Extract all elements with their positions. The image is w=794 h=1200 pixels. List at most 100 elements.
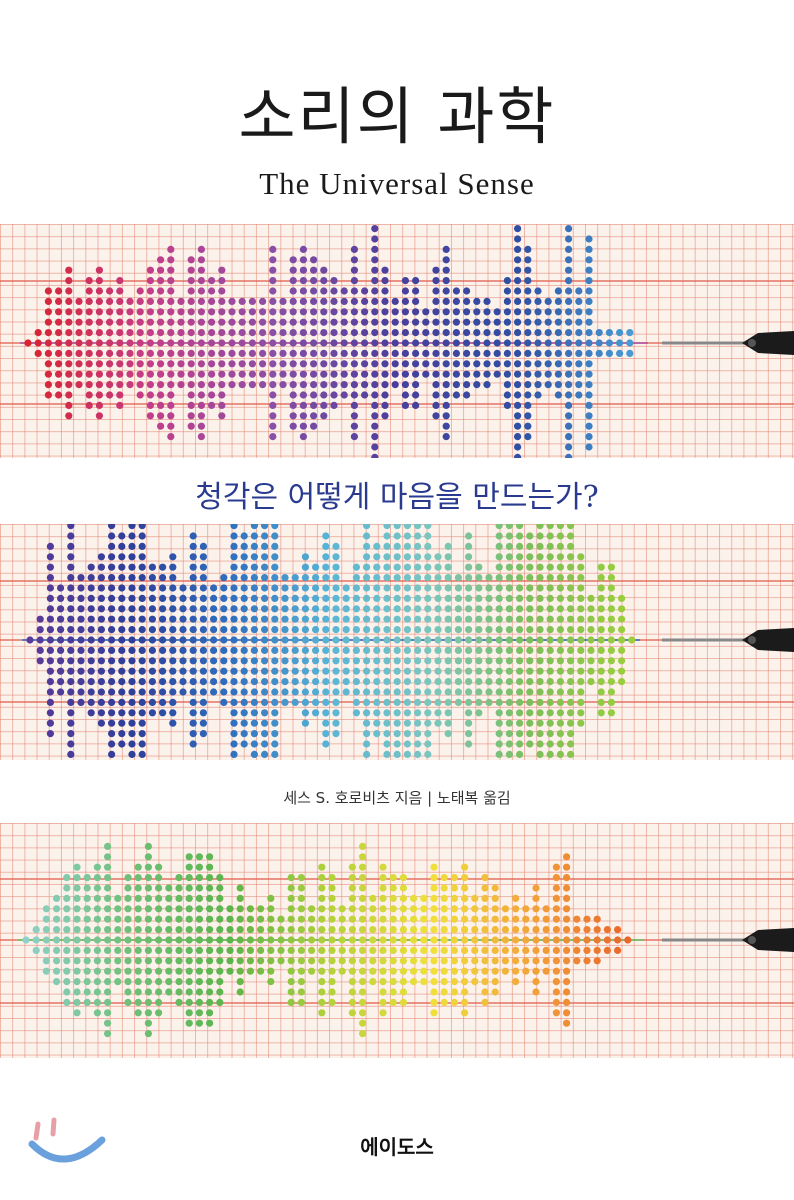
waveform-dot xyxy=(206,1009,214,1017)
waveform-dot xyxy=(301,698,309,706)
waveform-dot xyxy=(46,584,55,592)
waveform-dot xyxy=(452,287,460,295)
waveform-dot xyxy=(65,287,73,295)
waveform-dot xyxy=(197,256,205,264)
waveform-dot xyxy=(144,853,152,861)
waveform-dot xyxy=(454,605,462,613)
waveform-dot xyxy=(248,349,256,357)
waveform-dot xyxy=(503,360,511,368)
waveform-dot xyxy=(93,978,101,986)
waveform-dot xyxy=(261,636,269,644)
waveform-dot xyxy=(483,339,491,347)
waveform-dot xyxy=(261,719,269,727)
waveform-dot xyxy=(514,412,522,420)
waveform-dot xyxy=(83,988,91,996)
waveform-dot xyxy=(93,967,101,975)
waveform-dot xyxy=(83,998,91,1006)
waveform-dot xyxy=(565,381,573,389)
waveform-dot xyxy=(485,646,493,654)
waveform-dot xyxy=(485,594,493,602)
waveform-dot xyxy=(473,360,481,368)
waveform-dot xyxy=(389,988,397,996)
waveform-dot xyxy=(240,553,248,561)
waveform-dot xyxy=(369,894,377,902)
waveform-dot xyxy=(373,646,381,654)
waveform-dot xyxy=(104,1030,112,1038)
waveform-dot xyxy=(146,391,154,399)
waveform-dot xyxy=(546,657,554,665)
waveform-dot xyxy=(261,657,269,665)
waveform-dot xyxy=(399,926,407,934)
waveform-dot xyxy=(167,329,175,337)
waveform-dot xyxy=(503,391,511,399)
waveform-dot xyxy=(138,740,146,748)
waveform-dot xyxy=(185,957,193,965)
waveform-dot xyxy=(187,349,195,357)
waveform-dot xyxy=(546,626,554,634)
waveform-dot xyxy=(450,926,458,934)
waveform-dot xyxy=(104,1009,112,1017)
waveform-dot xyxy=(271,594,279,602)
waveform-dot xyxy=(199,574,207,582)
waveform-dot xyxy=(138,709,146,717)
waveform-dot xyxy=(279,308,287,316)
waveform-dot xyxy=(575,360,583,368)
waveform-dot xyxy=(138,542,146,550)
waveform-dot xyxy=(495,719,503,727)
waveform-dot xyxy=(259,308,267,316)
waveform-dot xyxy=(514,277,522,285)
waveform-dot xyxy=(199,646,207,654)
waveform-dot xyxy=(322,594,330,602)
waveform-dot xyxy=(218,412,226,420)
waveform-dot xyxy=(167,256,175,264)
waveform-dot xyxy=(189,667,197,675)
waveform-dot xyxy=(401,287,409,295)
waveform-dot xyxy=(597,605,605,613)
waveform-dot xyxy=(281,584,289,592)
waveform-dot xyxy=(97,584,105,592)
waveform-dot xyxy=(148,698,156,706)
waveform-dot xyxy=(159,574,167,582)
waveform-dot xyxy=(185,998,193,1006)
waveform-dot xyxy=(414,698,422,706)
waveform-dot xyxy=(505,615,513,623)
waveform-dot xyxy=(67,730,75,738)
waveform-dot xyxy=(108,636,116,644)
waveform-dot xyxy=(412,349,420,357)
waveform-dot xyxy=(412,287,420,295)
waveform-dot xyxy=(312,667,320,675)
waveform-dot xyxy=(322,667,330,675)
waveform-dot xyxy=(534,391,542,399)
waveform-dot xyxy=(34,329,42,337)
waveform-dot xyxy=(44,308,53,316)
waveform-dot xyxy=(414,584,422,592)
waveform-dot xyxy=(432,318,440,326)
waveform-dot xyxy=(552,884,561,892)
waveform-dot xyxy=(93,936,101,944)
waveform-dot xyxy=(67,584,75,592)
waveform-dot xyxy=(199,657,207,665)
waveform-dot xyxy=(532,978,540,986)
waveform-dot xyxy=(108,730,116,738)
waveform-dot xyxy=(216,946,224,954)
waveform-dot xyxy=(93,1009,101,1017)
waveform-dot xyxy=(167,391,175,399)
smiley-face-icon xyxy=(28,1117,106,1163)
waveform-dot xyxy=(532,946,540,954)
waveform-dot xyxy=(544,360,552,368)
waveform-dot xyxy=(452,360,460,368)
waveform-dot xyxy=(136,339,144,347)
waveform-dot xyxy=(563,1019,571,1027)
waveform-dot xyxy=(240,646,248,654)
waveform-dot xyxy=(371,329,379,337)
waveform-dot xyxy=(144,915,152,923)
waveform-dot xyxy=(297,894,305,902)
waveform-dot xyxy=(422,370,430,378)
waveform-dot xyxy=(505,584,513,592)
book-tagline: 청각은 어떻게 마음을 만드는가? xyxy=(195,480,599,515)
waveform-dot xyxy=(287,957,295,965)
waveform-dot xyxy=(434,594,442,602)
waveform-dot xyxy=(371,235,379,243)
waveform-dot xyxy=(603,926,612,934)
waveform-dot xyxy=(514,453,522,458)
